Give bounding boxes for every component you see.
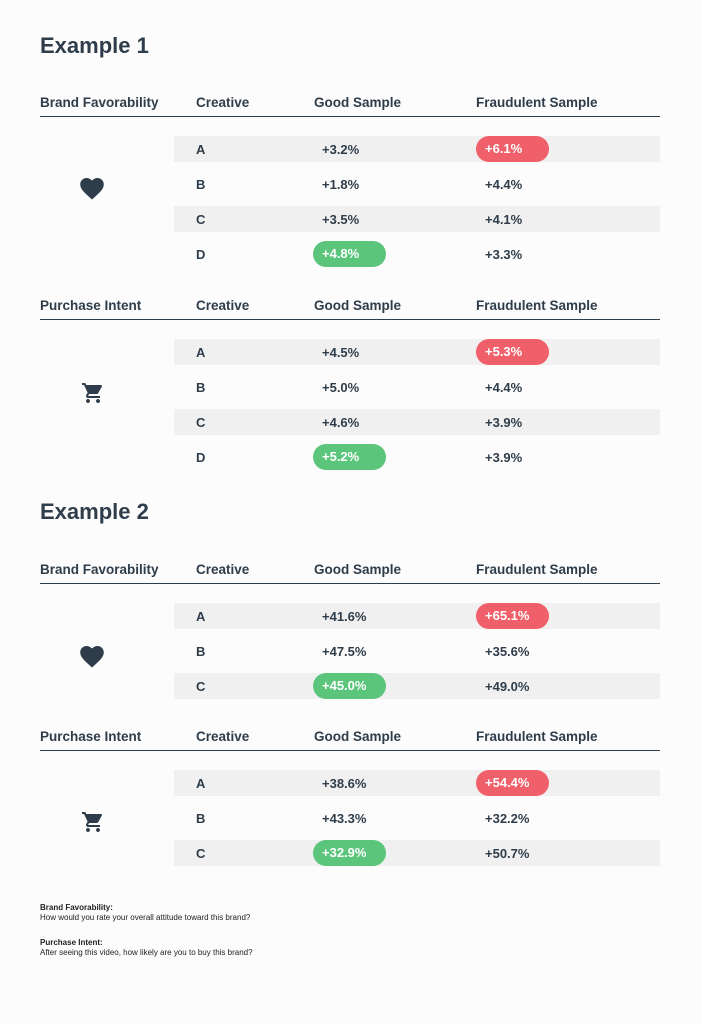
good-cell: +47.5% xyxy=(322,644,367,659)
creative-cell: B xyxy=(196,811,206,826)
table-row: A +41.6% +65.1% xyxy=(174,599,660,634)
example-1-purchase-table: Purchase Intent Creative Good Sample Fra… xyxy=(40,295,660,470)
fraud-highlight-pill: +5.3% xyxy=(476,339,549,365)
good-cell: +3.2% xyxy=(322,142,360,157)
good-cell: +1.8% xyxy=(322,177,360,192)
heart-icon xyxy=(80,178,104,205)
creative-cell: A xyxy=(196,609,206,624)
good-cell: +4.5% xyxy=(322,345,360,360)
good-sample-header: Good Sample xyxy=(314,95,402,110)
creative-cell: C xyxy=(196,846,206,861)
good-highlight-pill: +4.8% xyxy=(313,241,386,267)
creative-cell: C xyxy=(196,679,206,694)
fraud-cell: +32.2% xyxy=(485,811,530,826)
table-header: Brand Favorability Creative Good Sample … xyxy=(40,559,660,584)
table-row: C +3.5% +4.1% xyxy=(174,202,660,237)
fraud-cell: +4.1% xyxy=(485,212,523,227)
good-sample-header: Good Sample xyxy=(314,298,402,313)
creative-cell: B xyxy=(196,177,206,192)
table-row: B +5.0% +4.4% xyxy=(174,370,660,405)
good-cell: +38.6% xyxy=(322,776,367,791)
creative-cell: D xyxy=(196,247,206,262)
table-row: D +4.8% +3.3% xyxy=(174,237,660,272)
brand-favorability-note-text: How would you rate your overall attitude… xyxy=(40,913,251,922)
good-sample-header: Good Sample xyxy=(314,562,402,577)
creative-header: Creative xyxy=(196,95,250,110)
table-row: A +4.5% +5.3% xyxy=(174,335,660,370)
table-row: A +38.6% +54.4% xyxy=(174,766,660,801)
table-row: B +1.8% +4.4% xyxy=(174,167,660,202)
table-row: C +4.6% +3.9% xyxy=(174,405,660,440)
table-row: C +45.0% +49.0% xyxy=(174,669,660,704)
fraud-cell: +35.6% xyxy=(485,644,530,659)
fraud-highlight-pill: +65.1% xyxy=(476,603,549,629)
purchase-intent-note-text: After seeing this video, how likely are … xyxy=(40,948,253,957)
table-header: Brand Favorability Creative Good Sample … xyxy=(40,92,660,117)
good-sample-header: Good Sample xyxy=(314,729,402,744)
table-row: A +3.2% +6.1% xyxy=(174,132,660,167)
example-2-title: Example 2 xyxy=(40,499,149,524)
good-highlight-pill: +32.9% xyxy=(313,840,386,866)
example-2-purchase-table: Purchase Intent Creative Good Sample Fra… xyxy=(40,726,660,866)
fraud-highlight-pill: +54.4% xyxy=(476,770,549,796)
creative-cell: B xyxy=(196,380,206,395)
brand-favorability-note-label: Brand Favorability: xyxy=(40,903,113,912)
fraudulent-sample-header: Fraudulent Sample xyxy=(476,95,598,110)
example-1-title: Example 1 xyxy=(40,33,149,58)
good-cell: +3.5% xyxy=(322,212,360,227)
fraud-cell: +3.9% xyxy=(485,415,523,430)
example-2-brand-table: Brand Favorability Creative Good Sample … xyxy=(40,559,660,699)
good-cell: +4.6% xyxy=(322,415,360,430)
creative-header: Creative xyxy=(196,562,250,577)
metric-header: Purchase Intent xyxy=(40,298,142,313)
example-1-brand-table: Brand Favorability Creative Good Sample … xyxy=(40,92,660,267)
fraudulent-sample-header: Fraudulent Sample xyxy=(476,729,598,744)
good-highlight-pill: +45.0% xyxy=(313,673,386,699)
good-cell: +43.3% xyxy=(322,811,367,826)
table-row: C +32.9% +50.7% xyxy=(174,836,660,871)
creative-cell: B xyxy=(196,644,206,659)
table-row: B +43.3% +32.2% xyxy=(174,801,660,836)
good-cell: +5.0% xyxy=(322,380,360,395)
creative-cell: C xyxy=(196,415,206,430)
fraud-cell: +4.4% xyxy=(485,177,523,192)
table-header: Purchase Intent Creative Good Sample Fra… xyxy=(40,295,660,320)
fraud-cell: +49.0% xyxy=(485,679,530,694)
fraud-cell: +3.9% xyxy=(485,450,523,465)
fraudulent-sample-header: Fraudulent Sample xyxy=(476,562,598,577)
creative-header: Creative xyxy=(196,729,250,744)
creative-cell: C xyxy=(196,212,206,227)
heart-icon xyxy=(80,646,104,673)
metric-header: Brand Favorability xyxy=(40,562,159,577)
purchase-intent-note-label: Purchase Intent: xyxy=(40,938,103,947)
metric-header: Brand Favorability xyxy=(40,95,159,110)
fraudulent-sample-header: Fraudulent Sample xyxy=(476,298,598,313)
fraud-cell: +3.3% xyxy=(485,247,523,262)
footnotes: Brand Favorability: How would you rate y… xyxy=(40,903,253,958)
metric-header: Purchase Intent xyxy=(40,729,142,744)
creative-cell: A xyxy=(196,142,206,157)
table-row: D +5.2% +3.9% xyxy=(174,440,660,475)
creative-cell: D xyxy=(196,450,206,465)
good-highlight-pill: +5.2% xyxy=(313,444,386,470)
fraud-highlight-pill: +6.1% xyxy=(476,136,549,162)
creative-header: Creative xyxy=(196,298,250,313)
fraud-cell: +4.4% xyxy=(485,380,523,395)
table-row: B +47.5% +35.6% xyxy=(174,634,660,669)
shopping-cart-icon xyxy=(80,381,106,410)
creative-cell: A xyxy=(196,345,206,360)
fraud-cell: +50.7% xyxy=(485,846,530,861)
good-cell: +41.6% xyxy=(322,609,367,624)
shopping-cart-icon xyxy=(80,810,106,839)
creative-cell: A xyxy=(196,776,206,791)
table-header: Purchase Intent Creative Good Sample Fra… xyxy=(40,726,660,751)
